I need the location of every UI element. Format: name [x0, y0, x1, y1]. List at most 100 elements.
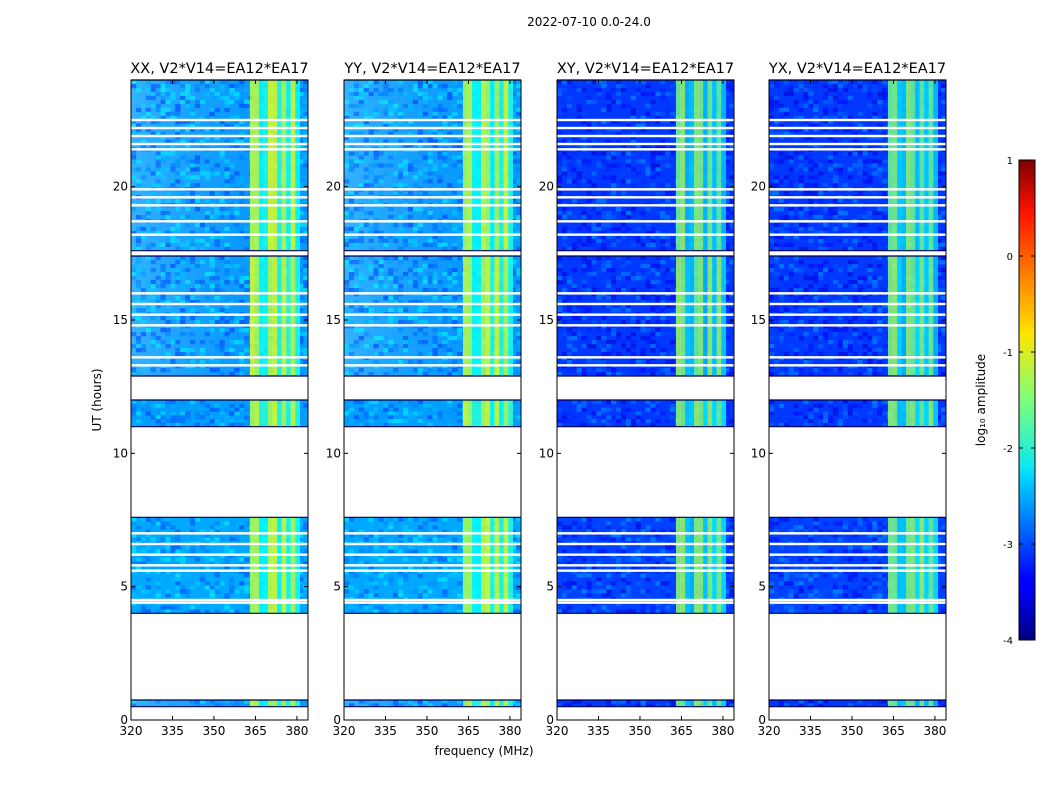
flag-line: [131, 204, 308, 207]
colorbar-tick-label: -4: [1003, 636, 1013, 647]
panel-title: YX, V2*V14=EA12*EA17: [768, 61, 946, 77]
data-block: [557, 79, 735, 252]
flag-line: [769, 356, 946, 359]
flag-line: [557, 148, 734, 151]
flag-line: [131, 142, 308, 146]
flag-line: [344, 188, 521, 191]
x-tick-label: 350: [416, 724, 439, 738]
x-tick-label: 335: [799, 724, 822, 738]
y-tick-label: 20: [326, 180, 341, 194]
y-tick-label: 15: [539, 313, 554, 327]
data-block: [344, 699, 522, 708]
flag-line: [344, 302, 521, 306]
data-block: [131, 399, 309, 428]
flag-line: [557, 569, 734, 572]
flag-line: [769, 302, 946, 306]
flag-line: [557, 204, 734, 207]
flag-line: [769, 364, 946, 367]
flag-line: [769, 553, 946, 556]
flag-line: [131, 324, 308, 327]
flag-line: [557, 324, 734, 327]
y-tick-label: 0: [120, 713, 128, 727]
x-tick-label: 335: [587, 724, 610, 738]
flag-line: [769, 196, 946, 199]
flag-line: [769, 601, 946, 604]
x-tick-label: 350: [203, 724, 226, 738]
y-tick-label: 10: [751, 446, 766, 460]
flag-line: [131, 292, 308, 295]
y-tick-label: 0: [758, 713, 766, 727]
data-block: [769, 699, 947, 708]
panel-title: XX, V2*V14=EA12*EA17: [130, 61, 308, 77]
colorbar-tick-label: -2: [1003, 444, 1013, 455]
axes-frame: [556, 79, 735, 721]
colorbar: 1 0 -1 -2 -3 -4 log₁₀ amplitude: [974, 156, 1036, 647]
flag-line: [769, 148, 946, 151]
x-tick-label: 365: [244, 724, 267, 738]
y-tick-label: 20: [113, 180, 128, 194]
x-tick-label: 350: [841, 724, 864, 738]
colorbar-tick-label: 0: [1007, 252, 1013, 263]
flag-line: [557, 134, 734, 138]
flag-line: [344, 598, 521, 602]
x-tick-label: 320: [546, 724, 569, 738]
flag-line: [131, 196, 308, 199]
y-tick-label: 10: [539, 446, 554, 460]
y-tick-label: 10: [113, 446, 128, 460]
flag-line: [131, 148, 308, 151]
flag-line: [769, 142, 946, 146]
colorbar-tick-label: -1: [1003, 348, 1013, 359]
y-tick-label: 20: [539, 180, 554, 194]
x-tick-label: 320: [758, 724, 781, 738]
flag-line: [769, 126, 946, 130]
data-block: [769, 399, 947, 428]
flag-line: [344, 569, 521, 572]
colorbar-gradient: [1018, 159, 1036, 641]
flag-line: [769, 324, 946, 327]
x-axis-label: frequency (MHz): [434, 744, 533, 758]
flag-line: [557, 601, 734, 604]
y-tick-label: 15: [751, 313, 766, 327]
flag-line: [131, 233, 308, 236]
flag-line: [131, 118, 308, 122]
flag-line: [769, 569, 946, 572]
figure-suptitle: 2022-07-10 0.0-24.0: [527, 15, 651, 29]
flag-line: [344, 364, 521, 367]
flag-line: [344, 553, 521, 556]
data-block: [344, 79, 522, 252]
y-tick-label: 5: [758, 580, 766, 594]
flag-line: [557, 553, 734, 556]
x-tick-label: 320: [333, 724, 356, 738]
flag-line: [769, 532, 946, 535]
flag-line: [131, 364, 308, 367]
flag-line: [557, 196, 734, 199]
x-tick-label: 380: [285, 724, 308, 738]
flag-line: [344, 204, 521, 207]
flag-line: [769, 220, 946, 223]
flag-line: [557, 356, 734, 359]
data-block: [557, 255, 735, 377]
flag-line: [557, 302, 734, 306]
y-axis-label: UT (hours): [90, 368, 104, 431]
flag-line: [131, 356, 308, 359]
flag-line: [344, 532, 521, 535]
flag-line: [344, 313, 521, 316]
flag-line: [557, 364, 734, 367]
flag-line: [131, 134, 308, 138]
flag-line: [344, 126, 521, 130]
flag-line: [769, 564, 946, 567]
colorbar-tick-label: 1: [1007, 156, 1013, 167]
flag-line: [344, 601, 521, 604]
flag-line: [344, 542, 521, 546]
flag-line: [557, 118, 734, 122]
flag-line: [557, 564, 734, 567]
flag-line: [557, 142, 734, 146]
y-tick-label: 5: [120, 580, 128, 594]
flag-line: [344, 196, 521, 199]
y-tick-label: 5: [546, 580, 554, 594]
flag-line: [769, 188, 946, 191]
panel-title: YY, V2*V14=EA12*EA17: [343, 61, 520, 77]
x-tick-label: 335: [374, 724, 397, 738]
panel-2: XY, V2*V14=EA12*EA17 320 335 350 365 380 0 5 10 1…: [539, 61, 735, 738]
